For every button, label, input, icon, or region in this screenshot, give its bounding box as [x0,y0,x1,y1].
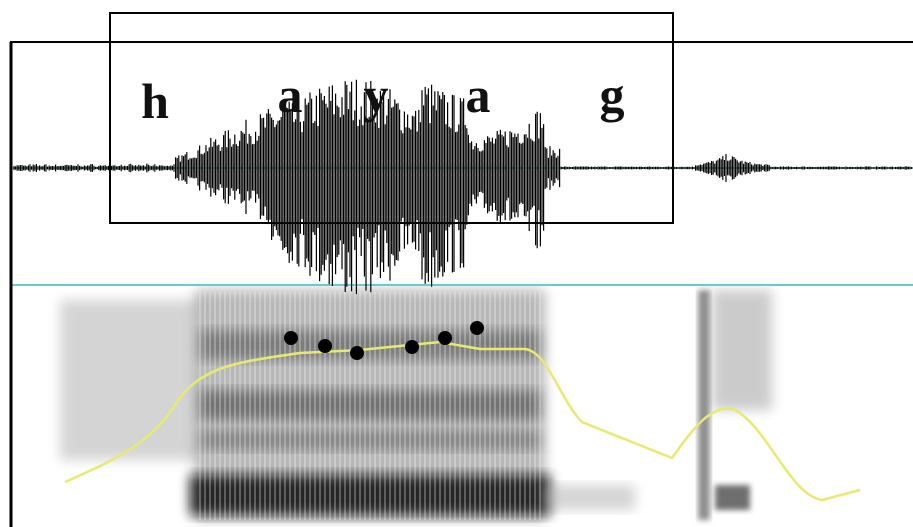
pitch-point [284,331,298,345]
spectrogram-region [60,300,200,460]
pitch-point [405,340,419,354]
burst [712,290,772,410]
segment-label: h [141,73,169,129]
pitch-point [470,321,484,335]
burst [698,290,710,520]
segment-label: a [278,67,303,123]
spectrogram-region [545,485,635,510]
segment-label: g [600,67,625,123]
figure: h a y a g [0,0,913,527]
pitch-point [350,346,364,360]
burst [715,485,750,510]
segment-label: y [364,67,389,123]
pitch-point [438,331,452,345]
pitch-point [318,339,332,353]
segment-label: a [466,67,491,123]
